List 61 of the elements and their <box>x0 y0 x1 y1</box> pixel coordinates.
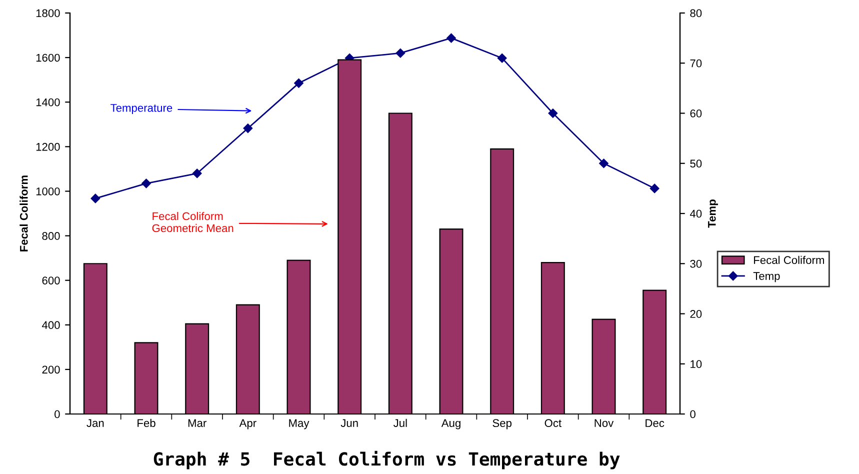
annotation: Fecal Coliform Geometric Mean <box>152 212 234 232</box>
x-tick-label: May <box>289 419 310 430</box>
y-tick-label: 800 <box>42 232 60 240</box>
y2-tick-label: 40 <box>690 210 702 218</box>
annotation: Temperature <box>110 104 172 114</box>
text: Graph # 5 Fecal Coliform vs Temperature by <box>154 450 620 470</box>
x-tick-label: Sep <box>492 419 512 430</box>
point <box>446 33 456 43</box>
bar <box>338 59 362 414</box>
x-tick-label: Oct <box>544 419 562 428</box>
y-tick-label: 1200 <box>36 142 60 151</box>
y2-tick-label: 20 <box>690 310 702 318</box>
y2-tick-label: 10 <box>690 360 702 368</box>
x-tick-label: Dec <box>646 419 664 428</box>
point <box>243 124 253 133</box>
bar <box>286 260 311 414</box>
y2-tick-label: 60 <box>690 110 702 118</box>
bar <box>540 262 565 414</box>
bar <box>134 342 158 414</box>
y-axis-title: Fecal Coliform <box>20 176 28 252</box>
x-tick-label: Nov <box>594 419 614 428</box>
y-tick-label: 1800 <box>36 9 60 18</box>
x-tick-label: Jun <box>340 419 358 428</box>
x-tick-label: Apr <box>239 419 256 430</box>
point <box>90 194 100 204</box>
point <box>142 178 151 188</box>
y-tick-label: 1400 <box>36 98 60 106</box>
y-tick-label: 1600 <box>36 54 60 62</box>
bar <box>490 148 514 414</box>
y-tick-label: 400 <box>42 321 60 330</box>
bar <box>236 304 260 414</box>
y2-tick-label: 30 <box>690 260 702 268</box>
x-tick-label: Jan <box>86 419 104 428</box>
x-tick-label: Mar <box>188 419 206 428</box>
point <box>599 158 608 168</box>
point <box>192 168 202 178</box>
bar <box>185 323 210 414</box>
point <box>650 184 660 194</box>
x-tick-label: Feb <box>138 418 156 428</box>
point <box>396 48 406 58</box>
y2-tick-label: 70 <box>690 59 702 68</box>
x-tick-label: Aug <box>441 419 460 430</box>
legend-label: Fecal Coliform <box>754 256 824 264</box>
point <box>497 53 507 63</box>
y-tick-label: 600 <box>42 276 60 284</box>
bar <box>592 318 616 414</box>
bar <box>388 112 412 414</box>
y-tick-label: 200 <box>42 366 60 374</box>
y2-tick-label: 50 <box>690 160 702 168</box>
point <box>548 108 558 118</box>
y-tick-label: 0 <box>54 410 60 418</box>
y2-tick-label: 0 <box>690 410 696 418</box>
bar <box>439 228 464 414</box>
y2-axis-title: Temp <box>708 200 718 228</box>
point <box>294 78 304 88</box>
y-tick-label: 1000 <box>36 187 60 196</box>
y2-tick-label: 80 <box>690 9 702 18</box>
x-tick-label: Jul <box>393 418 407 428</box>
bar <box>642 290 667 414</box>
legend-label: Temp <box>753 272 780 282</box>
bar <box>83 263 108 414</box>
